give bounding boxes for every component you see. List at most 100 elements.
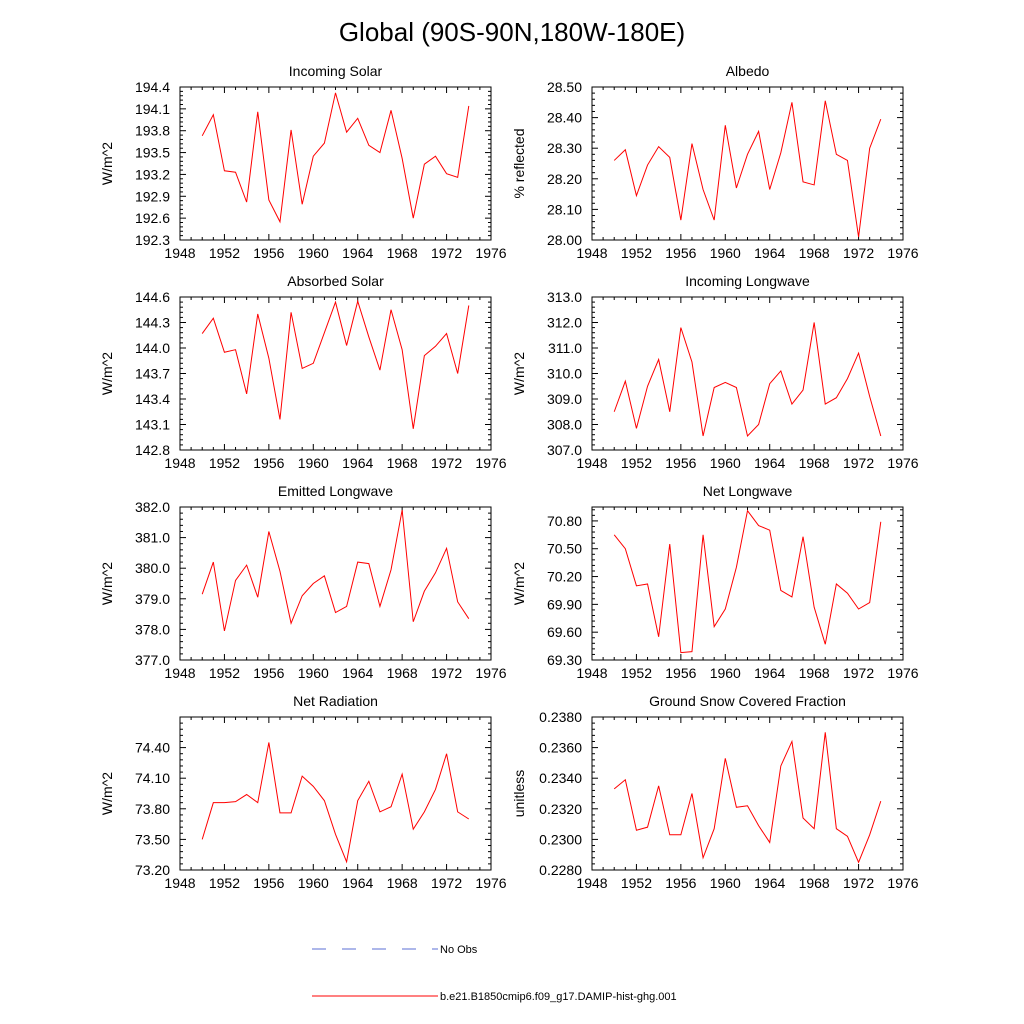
y-tick-label: 73.20 [135, 862, 170, 878]
y-tick-label: 73.50 [135, 831, 170, 847]
y-tick-label: 144.0 [135, 340, 170, 356]
y-tick-label: 70.80 [547, 513, 582, 529]
y-tick-label: 193.5 [135, 145, 170, 161]
y-tick-label: 194.1 [135, 101, 170, 117]
x-tick-label: 1968 [387, 245, 418, 261]
panel-title: Emitted Longwave [278, 483, 393, 499]
x-tick-label: 1952 [209, 455, 240, 471]
x-tick-label: 1960 [298, 455, 329, 471]
legend-obs-label: No Obs [440, 944, 478, 956]
x-tick-label: 1948 [576, 245, 607, 261]
y-tick-label: 192.9 [135, 188, 170, 204]
x-tick-label: 1976 [887, 665, 918, 681]
panel-net-radiation: 1948 1952 1956 1960 1964 1968 1972 1976 73.20 73.… [99, 693, 507, 891]
x-tick-label: 1972 [843, 875, 874, 891]
y-tick-label: 0.2340 [539, 770, 582, 786]
panels-group: 1948 1952 1956 1960 1964 1968 1972 1976 192.3 192… [99, 63, 919, 891]
y-tick-label: 312.0 [547, 315, 582, 331]
y-tick-label: 69.90 [547, 596, 582, 612]
x-tick-label: 1964 [754, 665, 785, 681]
panel-title: Net Longwave [703, 483, 793, 499]
y-tick-label: 378.0 [135, 621, 170, 637]
plot-frame [591, 86, 904, 241]
panel-incoming-longwave: 1948 1952 1956 1960 1964 1968 1972 1976 307.0 308… [511, 273, 919, 471]
x-tick-label: 1964 [342, 665, 373, 681]
x-tick-label: 1976 [887, 455, 918, 471]
x-tick-label: 1956 [253, 665, 284, 681]
y-tick-label: 144.3 [135, 315, 170, 331]
plot-frame [179, 86, 492, 241]
x-tick-label: 1948 [576, 455, 607, 471]
y-tick-label: 143.1 [135, 417, 170, 433]
y-axis-label: W/m^2 [99, 142, 115, 185]
series-line [201, 299, 470, 429]
y-tick-label: 192.3 [135, 232, 170, 248]
x-tick-label: 1968 [387, 455, 418, 471]
x-tick-label: 1972 [431, 455, 462, 471]
figure-title: Global (90S-90N,180W-180E) [339, 17, 685, 47]
x-tick-label: 1952 [621, 875, 652, 891]
y-tick-label: 382.0 [135, 499, 170, 515]
x-tick-label: 1956 [253, 245, 284, 261]
y-tick-label: 70.20 [547, 569, 582, 585]
panel-absorbed-solar: 1948 1952 1956 1960 1964 1968 1972 1976 142.8 143… [99, 273, 507, 471]
y-tick-label: 310.0 [547, 366, 582, 382]
plot-frame [179, 296, 492, 451]
x-tick-label: 1952 [209, 665, 240, 681]
x-tick-label: 1972 [843, 455, 874, 471]
y-tick-label: 0.2320 [539, 801, 582, 817]
y-axis-label: unitless [511, 770, 527, 817]
x-tick-label: 1972 [431, 245, 462, 261]
x-tick-label: 1960 [710, 455, 741, 471]
x-tick-label: 1976 [475, 245, 506, 261]
x-tick-label: 1964 [754, 455, 785, 471]
x-tick-label: 1964 [342, 455, 373, 471]
x-tick-label: 1960 [298, 665, 329, 681]
x-tick-label: 1972 [431, 875, 462, 891]
x-tick-label: 1960 [298, 245, 329, 261]
y-tick-label: 193.8 [135, 123, 170, 139]
x-tick-label: 1964 [754, 245, 785, 261]
y-axis-label: W/m^2 [511, 562, 527, 605]
y-tick-label: 73.80 [135, 801, 170, 817]
x-tick-label: 1956 [665, 245, 696, 261]
panel-title: Incoming Solar [289, 63, 383, 79]
y-tick-label: 28.50 [547, 79, 582, 95]
y-tick-label: 307.0 [547, 442, 582, 458]
x-tick-label: 1952 [621, 455, 652, 471]
y-tick-label: 28.10 [547, 201, 582, 217]
x-tick-label: 1968 [387, 875, 418, 891]
x-tick-label: 1956 [253, 455, 284, 471]
x-tick-label: 1948 [576, 665, 607, 681]
y-tick-label: 308.0 [547, 417, 582, 433]
x-tick-label: 1952 [621, 245, 652, 261]
y-tick-label: 380.0 [135, 560, 170, 576]
x-tick-label: 1960 [298, 875, 329, 891]
x-tick-label: 1968 [799, 455, 830, 471]
y-axis-label: W/m^2 [99, 772, 115, 815]
y-tick-label: 192.6 [135, 210, 170, 226]
y-tick-label: 193.2 [135, 166, 170, 182]
y-tick-label: 144.6 [135, 289, 170, 305]
y-tick-label: 28.40 [547, 110, 582, 126]
x-tick-label: 1976 [475, 665, 506, 681]
y-tick-label: 142.8 [135, 442, 170, 458]
plot-frame [179, 716, 492, 871]
y-tick-label: 28.20 [547, 171, 582, 187]
panel-emitted-longwave: 1948 1952 1956 1960 1964 1968 1972 1976 377.0 378… [99, 483, 507, 681]
legend-model-label: b.e21.B1850cmip6.f09_g17.DAMIP-hist-ghg.… [440, 991, 677, 1003]
y-tick-label: 379.0 [135, 591, 170, 607]
panel-title: Ground Snow Covered Fraction [649, 693, 846, 709]
panel-title: Incoming Longwave [685, 273, 810, 289]
y-tick-label: 74.10 [135, 770, 170, 786]
x-tick-label: 1968 [799, 665, 830, 681]
y-tick-label: 70.50 [547, 541, 582, 557]
x-tick-label: 1956 [665, 665, 696, 681]
y-tick-label: 311.0 [548, 340, 582, 356]
y-tick-label: 69.30 [547, 652, 582, 668]
series-line [201, 742, 470, 864]
x-tick-label: 1952 [209, 245, 240, 261]
y-tick-label: 0.2360 [539, 740, 582, 756]
series-line [613, 732, 882, 864]
